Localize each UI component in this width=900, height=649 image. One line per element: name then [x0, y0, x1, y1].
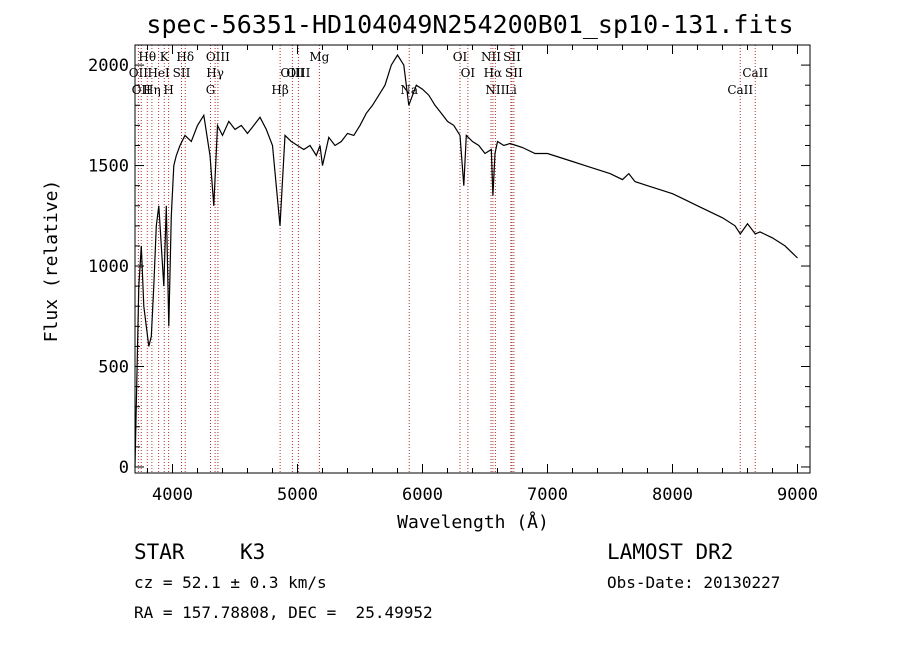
reference-line-label: NII	[481, 50, 501, 64]
reference-line-label: OIII	[280, 66, 304, 80]
observation-date: Obs-Date: 20130227	[607, 573, 781, 592]
reference-lines	[137, 45, 756, 473]
reference-line-label: OI	[461, 66, 476, 80]
reference-line-label: CaII	[727, 83, 753, 97]
reference-line-label: OIII	[286, 66, 310, 80]
reference-line-label: OII	[132, 83, 152, 97]
x-tick-label: 6000	[402, 485, 443, 505]
reference-line-label: Hη	[143, 83, 161, 97]
y-axis-label: Flux (relative)	[41, 180, 62, 343]
plot-frame	[134, 44, 811, 474]
x-tick-label: 8000	[652, 485, 693, 505]
x-tick-label: 4000	[152, 485, 193, 505]
reference-line-label: SII	[503, 50, 521, 64]
reference-line-label: Mg	[309, 50, 329, 64]
x-tick-label: 7000	[527, 485, 568, 505]
reference-line-label: Hβ	[271, 83, 288, 97]
y-tick-label: 2000	[88, 56, 129, 76]
reference-line-label: OIII	[206, 50, 230, 64]
reference-line-label: Li	[505, 83, 517, 97]
reference-line-label: Na	[400, 83, 418, 97]
x-tick-label: 5000	[277, 485, 318, 505]
reference-line-label: K	[160, 50, 170, 64]
y-tick-label: 1000	[88, 257, 129, 277]
object-subclass: K3	[240, 540, 266, 564]
reference-line-label: Hγ	[206, 66, 224, 80]
x-axis: 4000 5000 6000 7000 8000 9000	[147, 45, 818, 505]
chart-title: spec-56351-HD104049N254200B01_sp10-131.f…	[146, 10, 793, 39]
y-tick-label: 1500	[88, 157, 129, 177]
reference-line-label: H	[163, 83, 173, 97]
reference-line-label: Hθ	[138, 50, 156, 64]
reference-line-labels: OIIOIIHθHηHeIKHSIIHδGHγOIIIHβOIIIOIIIMgN…	[129, 50, 769, 97]
object-class: STAR	[134, 540, 185, 564]
spectrum-line	[134, 53, 798, 468]
y-tick-label: 0	[119, 458, 129, 478]
reference-line-label: CaII	[742, 66, 768, 80]
reference-line-label: NII	[485, 83, 505, 97]
reference-line-label: OI	[453, 50, 468, 64]
survey-name: LAMOST DR2	[607, 540, 734, 564]
x-axis-label: Wavelength (Å)	[397, 511, 549, 533]
reference-line-label: Hα	[484, 66, 503, 80]
y-axis: 0 500 1000 1500 2000	[88, 56, 810, 478]
redshift-velocity: cz = 52.1 ± 0.3 km/s	[134, 573, 327, 592]
x-tick-label: 9000	[777, 485, 818, 505]
y-tick-label: 500	[98, 358, 129, 378]
reference-line-label: SII	[173, 66, 191, 80]
reference-line-label: HeI	[147, 66, 170, 80]
coordinates: RA = 157.78808, DEC = 25.49952	[134, 603, 433, 622]
reference-line-label: Hδ	[176, 50, 194, 64]
reference-line-label: OII	[129, 66, 149, 80]
reference-line-label: SII	[505, 66, 523, 80]
reference-line-label: G	[206, 83, 216, 97]
